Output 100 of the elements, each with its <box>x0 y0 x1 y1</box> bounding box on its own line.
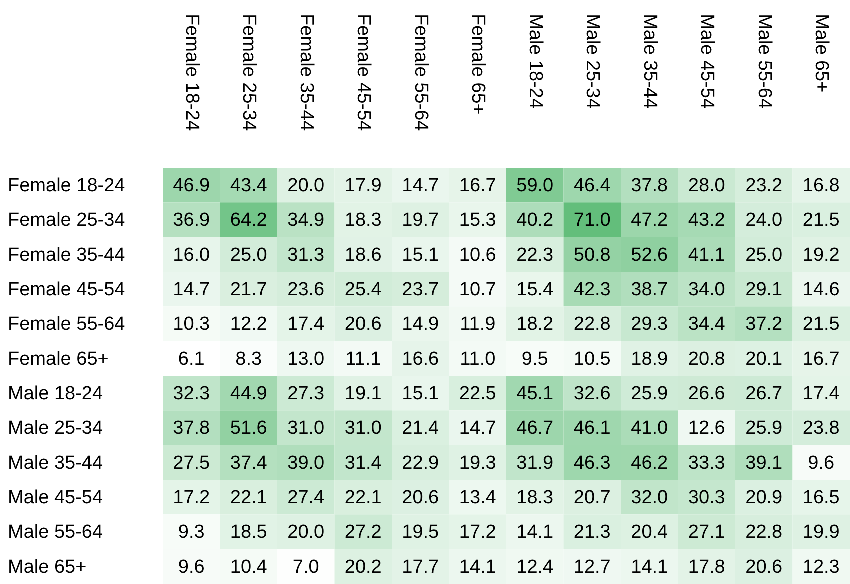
data-label: 16.6 <box>402 348 440 370</box>
data-label: 18.3 <box>516 488 554 509</box>
data-label: 30.3 <box>688 488 726 509</box>
x-tick-label: Male 55-64 <box>754 14 775 110</box>
x-tick-label: Male 35-44 <box>639 14 660 110</box>
data-label: 11.1 <box>346 348 382 370</box>
y-tick-label: Male 25-34 <box>8 418 104 440</box>
data-label: 25.4 <box>344 280 382 301</box>
data-label: 23.7 <box>402 280 440 301</box>
data-label: 16.7 <box>802 348 840 370</box>
data-label: 18.3 <box>344 210 382 232</box>
data-label: 19.1 <box>344 384 382 405</box>
data-label: 20.1 <box>746 348 783 370</box>
data-label: 10.4 <box>230 556 268 578</box>
data-label: 12.6 <box>688 418 726 440</box>
data-label: 25.0 <box>746 244 783 266</box>
data-label: 17.4 <box>288 314 326 336</box>
data-label: 20.7 <box>574 488 611 509</box>
data-label: 14.7 <box>459 418 496 440</box>
data-label: 19.9 <box>802 522 840 544</box>
data-label: 17.2 <box>459 522 496 544</box>
data-label: 22.5 <box>459 384 496 405</box>
data-label: 22.3 <box>516 244 554 266</box>
data-label: 12.2 <box>230 314 268 336</box>
data-label: 12.3 <box>802 556 840 578</box>
data-label: 10.6 <box>459 244 496 266</box>
data-label: 22.1 <box>344 488 382 509</box>
data-label: 37.8 <box>631 176 668 197</box>
data-label: 26.6 <box>688 384 726 405</box>
x-tick-label: Male 65+ <box>811 14 832 93</box>
data-label: 14.7 <box>173 280 210 301</box>
data-label: 46.7 <box>516 418 554 440</box>
data-label: 32.6 <box>574 384 611 405</box>
data-label: 18.6 <box>344 244 382 266</box>
data-label: 38.7 <box>631 280 668 301</box>
y-tick-label: Male 18-24 <box>8 384 104 405</box>
data-label: 33.3 <box>688 452 726 474</box>
data-label: 27.4 <box>288 488 326 509</box>
data-label: 39.1 <box>746 452 783 474</box>
data-label: 31.0 <box>288 418 325 440</box>
data-label: 25.9 <box>746 418 783 440</box>
data-label: 19.3 <box>459 452 496 474</box>
data-label: 20.6 <box>402 488 440 509</box>
data-label: 14.1 <box>459 556 496 578</box>
data-label: 47.2 <box>631 210 668 232</box>
y-tick-label: Female 65+ <box>8 348 109 370</box>
data-label: 20.6 <box>344 314 382 336</box>
data-label: 22.8 <box>746 522 783 544</box>
data-label: 40.2 <box>516 210 554 232</box>
data-label: 29.3 <box>631 314 668 336</box>
data-label: 14.6 <box>802 280 840 301</box>
data-label: 21.5 <box>802 314 840 336</box>
data-label: 10.7 <box>459 280 496 301</box>
data-label: 25.0 <box>230 244 268 266</box>
data-label: 31.3 <box>288 244 325 266</box>
y-tick-label: Female 45-54 <box>8 280 126 301</box>
data-label: 27.3 <box>288 384 325 405</box>
data-label: 37.2 <box>746 314 783 336</box>
data-label: 10.5 <box>574 348 611 370</box>
data-label: 17.8 <box>688 556 726 578</box>
data-label: 14.9 <box>402 314 440 336</box>
data-label: 21.7 <box>230 280 268 301</box>
data-label: 20.2 <box>344 556 382 578</box>
x-tick-label: Female 25-34 <box>238 14 260 132</box>
y-tick-label: Male 65+ <box>8 556 87 578</box>
data-label: 11.0 <box>460 348 496 370</box>
data-label: 31.4 <box>344 452 382 474</box>
data-label: 21.5 <box>802 210 840 232</box>
x-tick-label: Female 65+ <box>468 14 489 115</box>
data-label: 20.4 <box>631 522 669 544</box>
y-tick-label: Female 25-34 <box>8 210 126 232</box>
data-label: 11.9 <box>460 314 496 336</box>
data-label: 25.9 <box>631 384 668 405</box>
data-label: 26.7 <box>746 384 783 405</box>
data-label: 13.4 <box>459 488 497 509</box>
data-label: 19.5 <box>402 522 440 544</box>
y-tick-label: Female 18-24 <box>8 176 126 197</box>
y-tick-label: Male 55-64 <box>8 522 104 544</box>
data-label: 31.0 <box>344 418 382 440</box>
data-label: 46.4 <box>574 176 612 197</box>
data-label: 27.1 <box>688 522 726 544</box>
data-label: 27.5 <box>173 452 210 474</box>
data-label: 15.4 <box>516 280 554 301</box>
x-tick-label: Female 35-44 <box>296 14 317 132</box>
x-tick-label: Female 55-64 <box>410 14 432 132</box>
data-label: 20.8 <box>688 348 726 370</box>
data-label: 15.1 <box>402 384 440 405</box>
data-label: 46.1 <box>574 418 611 440</box>
y-tick-label: Male 45-54 <box>8 488 104 509</box>
data-label: 23.2 <box>746 176 783 197</box>
y-tick-label: Female 55-64 <box>8 314 126 336</box>
x-tick-label: Female 18-24 <box>181 14 202 132</box>
data-label: 42.3 <box>574 280 611 301</box>
data-label: 19.7 <box>402 210 440 232</box>
data-label: 18.9 <box>631 348 668 370</box>
data-label: 37.8 <box>173 418 210 440</box>
data-label: 9.5 <box>522 348 548 370</box>
data-label: 10.3 <box>173 314 210 336</box>
data-label: 71.0 <box>574 210 611 232</box>
data-label: 41.0 <box>631 418 668 440</box>
